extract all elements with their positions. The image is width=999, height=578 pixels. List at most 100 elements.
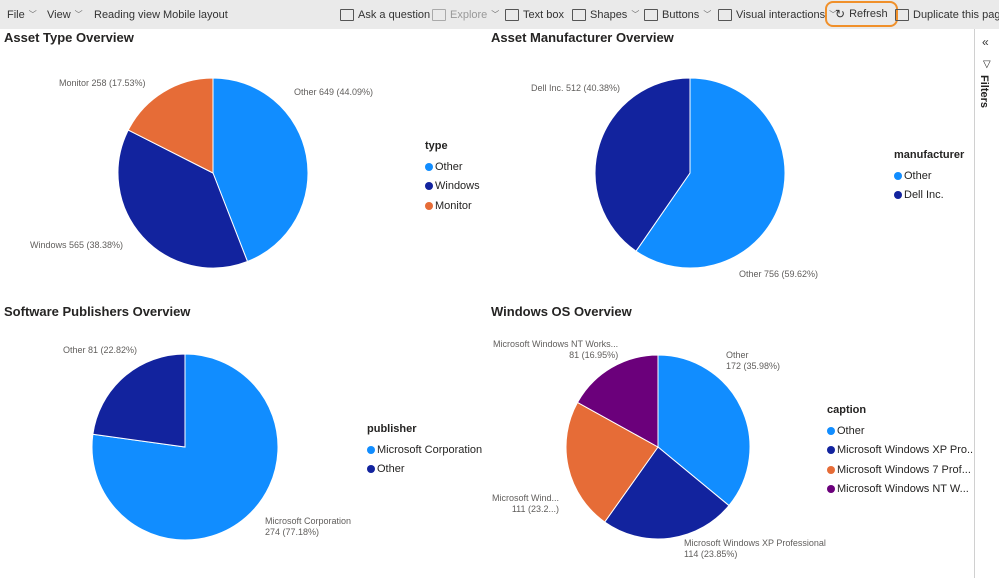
label-name: Microsoft Corporation [265,516,352,526]
data-label: Microsoft Windows NT Works... 81 (16.95%) [493,339,618,361]
ask-label: Ask a question [358,8,431,21]
pie-slice[interactable] [92,353,186,448]
legend-item[interactable]: Microsoft Windows 7 Prof... [827,460,976,480]
text-box-button[interactable]: Text box [505,0,564,29]
legend-marker [894,191,902,200]
legend-item[interactable]: Monitor [425,196,480,216]
mobile-layout-label: Mobile layout [163,8,228,21]
label-name: Other [726,350,749,360]
legend-marker [827,446,835,455]
mobile-layout-button[interactable]: Mobile layout [163,0,228,29]
pie-slice[interactable] [657,354,751,507]
data-label: Monitor 258 (17.53%) [59,78,146,88]
legend-label: Dell Inc. [904,189,944,202]
legend-title: caption [827,404,867,416]
ask-question-button[interactable]: Ask a question [340,0,430,29]
legend-title: type [425,140,448,152]
legend-label: Other [837,424,865,437]
legend-item[interactable]: Other [425,157,480,177]
legend-label: Other [904,169,932,182]
chevron-down-icon: ﹀ [28,10,37,19]
pie-slice[interactable] [576,354,659,448]
text-box-icon [505,8,519,21]
legend: publisher Microsoft Corporation Other [367,423,482,479]
reading-view-button[interactable]: Reading view [94,0,160,29]
button-icon [644,8,658,21]
legend-title: manufacturer [894,149,965,161]
data-label: Windows 565 (38.38%) [30,240,124,250]
label-name: Microsoft Windows NT Works... [493,339,619,349]
collapse-chevron-icon[interactable]: « [982,35,989,49]
legend: type Other Windows Monitor [425,140,480,216]
legend-item[interactable]: Microsoft Windows XP Pro... [827,441,976,461]
reading-view-label: Reading view [94,8,161,21]
chevron-down-icon: ﹀ [829,10,838,19]
shapes-label: Shapes [590,8,628,21]
filter-icon: ▽ [983,59,991,70]
refresh-label: Refresh [849,8,888,20]
label-value: 274 (77.18%) [265,527,320,537]
chart-title: Asset Type Overview [4,30,134,45]
visual-interactions-icon [718,8,732,21]
label-value: 111 (23.2...) [511,504,560,514]
legend-item[interactable]: Microsoft Corporation [367,440,482,460]
data-label: Other 649 (44.09%) [294,87,374,97]
legend-item[interactable]: Other [894,166,964,186]
file-label: File [7,8,25,21]
visual-interactions-menu[interactable]: Visual interactions ﹀ [718,0,837,29]
view-label: View [47,8,71,21]
file-menu[interactable]: File ﹀ [7,0,37,29]
pie-slice[interactable] [212,77,309,263]
label-value: 172 (35.98%) [726,361,781,371]
software-publishers-pie[interactable] [0,0,279,541]
pie-slice[interactable] [635,77,786,269]
legend-item[interactable]: Other [367,460,482,480]
asset-manufacturer-pie[interactable] [0,0,786,269]
comment-icon [340,8,354,21]
legend: caption Other Microsoft Windows XP Pro... M… [827,404,976,499]
legend-label: Monitor [435,199,472,212]
pie-slice[interactable] [117,129,249,269]
explore-button[interactable]: Explore ﹀ [432,0,499,29]
view-menu[interactable]: View ﹀ [47,0,83,29]
duplicate-page-button[interactable]: Duplicate this page [895,0,999,29]
legend-marker [827,485,835,494]
label-name: Microsoft Wind... [492,493,560,503]
legend-title: publisher [367,423,417,435]
pie-slice[interactable] [127,77,214,174]
chevron-down-icon: ﹀ [491,10,500,19]
data-label: Other 172 (35.98%) [726,350,780,372]
data-label: Other 81 (22.82%) [63,345,138,355]
pie-slice[interactable] [594,77,691,252]
refresh-button[interactable]: ↻ Refresh [825,1,898,27]
chevron-down-icon: ﹀ [703,10,712,19]
buttons-menu[interactable]: Buttons ﹀ [644,0,711,29]
legend-marker [894,171,902,180]
label-value: 114 (23.85%) [684,549,738,559]
legend-label: Microsoft Windows NT W... [837,483,969,496]
legend-item[interactable]: Dell Inc. [894,186,964,206]
data-label: Other 756 (59.62%) [739,269,819,279]
windows-os-pie[interactable] [0,0,751,540]
shapes-button[interactable]: Shapes ﹀ [572,0,639,29]
legend-item[interactable]: Microsoft Windows NT W... [827,480,976,500]
legend-marker [367,465,375,474]
explore-icon [432,8,446,21]
filters-pane[interactable]: « ▽ Filters [974,29,999,578]
legend-label: Other [435,160,463,173]
pie-slice[interactable] [565,401,659,523]
legend-item[interactable]: Windows [425,177,480,197]
legend-item[interactable]: Other [827,421,976,441]
asset-type-pie[interactable] [0,0,309,269]
label-name: Microsoft Windows XP Professional [684,538,826,548]
legend-label: Microsoft Windows 7 Prof... [837,463,971,476]
chevron-down-icon: ﹀ [631,10,640,19]
filters-label: Filters [978,75,990,109]
duplicate-icon [895,8,909,21]
refresh-icon: ↻ [835,7,846,21]
chart-title: Windows OS Overview [491,304,632,319]
duplicate-label: Duplicate this page [913,8,999,21]
explore-label: Explore [450,8,488,21]
legend-label: Microsoft Corporation [377,443,483,456]
pie-slice[interactable] [604,446,730,540]
